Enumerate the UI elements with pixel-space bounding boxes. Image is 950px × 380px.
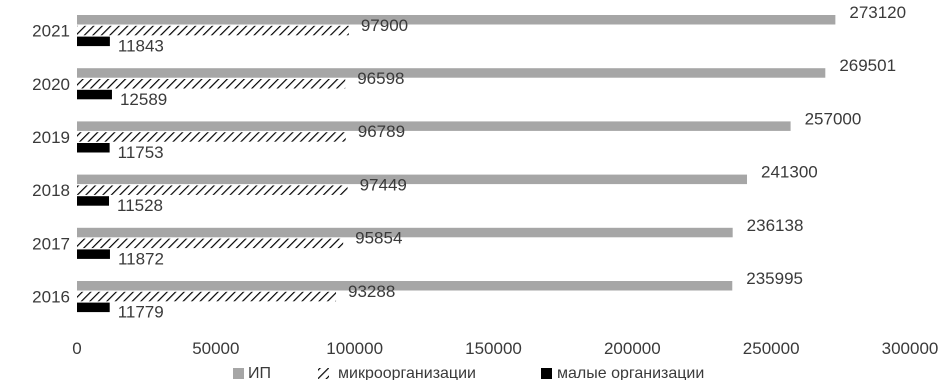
data-label-ip-2016: 235995 <box>746 269 803 288</box>
legend-swatch-ip <box>233 368 244 379</box>
bar-ip-2016 <box>77 281 733 291</box>
bar-ip-2021 <box>77 15 836 25</box>
data-label-micro-2019: 96789 <box>358 122 405 141</box>
category-label-2021: 2021 <box>32 22 70 41</box>
category-label-2020: 2020 <box>32 75 70 94</box>
data-label-small-2019: 11753 <box>118 143 164 162</box>
bar-micro-2016 <box>77 291 337 302</box>
legend-label-micro: микроорганизации <box>338 365 476 380</box>
bar-micro-2021 <box>77 25 349 36</box>
bar-ip-2020 <box>77 68 826 78</box>
bar-micro-2017 <box>77 238 344 249</box>
legend: ИП микроорганизации малые организации <box>233 365 704 380</box>
x-tick-label-250000: 250000 <box>743 339 800 358</box>
category-label-2016: 2016 <box>32 288 70 307</box>
data-label-micro-2017: 95854 <box>355 229 402 248</box>
x-tick-label-100000: 100000 <box>326 339 383 358</box>
category-label-2018: 2018 <box>32 181 70 200</box>
data-label-ip-2017: 236138 <box>747 216 804 235</box>
x-tick-label-300000: 300000 <box>882 339 939 358</box>
bar-small-2017 <box>77 249 110 259</box>
value-axis: 0 50000 100000 150000 200000 250000 300000 <box>72 339 938 358</box>
data-label-small-2021: 11843 <box>118 37 164 56</box>
bar-small-2016 <box>77 302 110 313</box>
legend-swatch-micro <box>318 368 329 379</box>
category-label-2017: 2017 <box>32 234 70 253</box>
legend-label-small: малые организации <box>557 365 704 380</box>
bar-small-2018 <box>77 196 110 206</box>
x-tick-label-200000: 200000 <box>604 339 661 358</box>
legend-item-ip: ИП <box>233 365 271 380</box>
legend-item-micro: микроорганизации <box>318 365 476 380</box>
category-label-2019: 2019 <box>32 128 70 147</box>
bar-small-2020 <box>77 89 112 100</box>
data-label-ip-2018: 241300 <box>761 163 818 182</box>
data-label-ip-2021: 273120 <box>849 3 906 22</box>
data-label-micro-2021: 97900 <box>361 16 408 35</box>
category-axis: 2021 2020 2019 2018 2017 2016 <box>32 22 70 307</box>
data-label-small-2018: 11528 <box>117 196 163 215</box>
data-label-micro-2020: 96598 <box>357 69 404 88</box>
data-label-ip-2019: 257000 <box>805 109 862 128</box>
data-label-small-2017: 11872 <box>118 249 164 268</box>
data-label-small-2020: 12589 <box>120 90 167 109</box>
data-label-micro-2016: 93288 <box>348 282 395 301</box>
data-label-small-2016: 11779 <box>118 303 164 322</box>
legend-item-small: малые организации <box>541 365 704 380</box>
x-tick-label-0: 0 <box>72 339 81 358</box>
bar-micro-2020 <box>77 79 346 89</box>
bar-micro-2018 <box>77 185 348 195</box>
x-tick-label-50000: 50000 <box>192 339 239 358</box>
x-tick-label-150000: 150000 <box>465 339 522 358</box>
legend-label-ip: ИП <box>248 365 271 380</box>
bar-small-2019 <box>77 143 110 153</box>
data-labels-group: 273120 97900 11843 269501 96598 12589 257000 96… <box>117 3 906 322</box>
bar-micro-2019 <box>77 132 346 142</box>
bar-ip-2017 <box>77 227 733 238</box>
data-label-ip-2020: 269501 <box>839 56 896 75</box>
legend-swatch-small <box>541 368 552 379</box>
data-label-micro-2018: 97449 <box>360 175 407 194</box>
bar-ip-2019 <box>77 121 791 131</box>
bar-ip-2018 <box>77 174 748 185</box>
bar-small-2021 <box>77 36 110 47</box>
bars-group <box>77 15 836 313</box>
